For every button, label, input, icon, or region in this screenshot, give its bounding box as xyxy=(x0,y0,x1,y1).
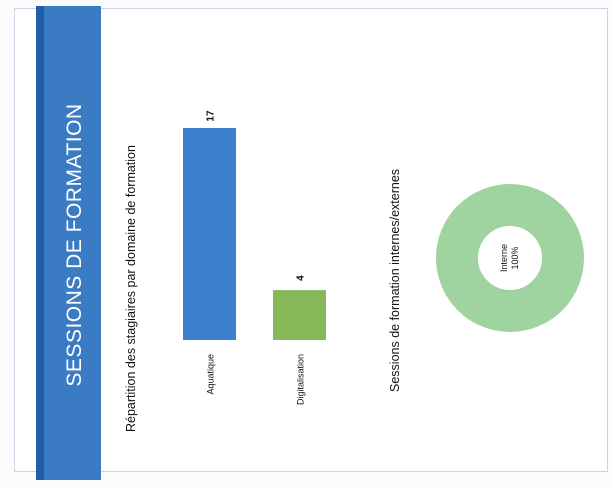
bar-aquatique xyxy=(183,128,236,340)
category-label: Digitalisation xyxy=(296,354,306,405)
banner-edge xyxy=(36,6,44,480)
bar-digitalisation xyxy=(273,290,326,340)
donut-center-label: Interne xyxy=(499,244,509,272)
donut-center-value: 100% xyxy=(510,246,520,269)
bar-data-label: 4 xyxy=(296,275,307,281)
title-banner xyxy=(44,6,101,480)
donut-slice-interne xyxy=(436,184,584,332)
category-label: Aquatique xyxy=(206,354,216,395)
slide-frame xyxy=(14,8,608,472)
bar-data-label: 17 xyxy=(206,110,217,122)
